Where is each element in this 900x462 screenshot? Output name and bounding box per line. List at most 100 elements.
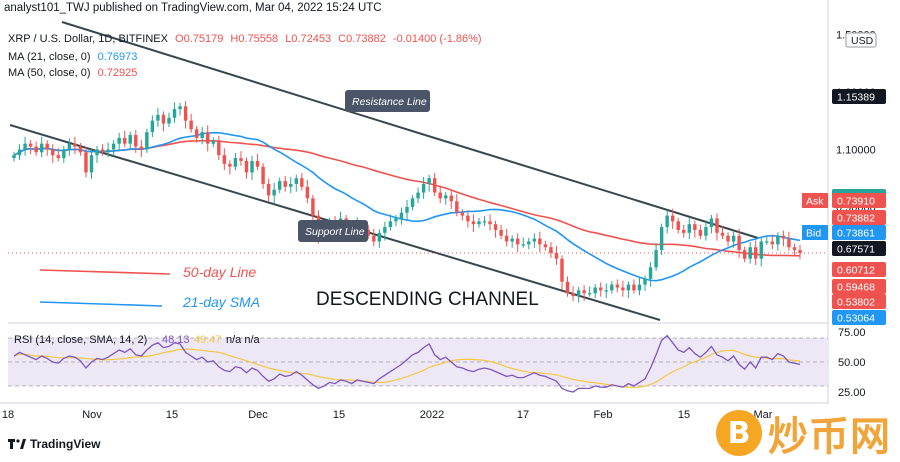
candle-body bbox=[89, 155, 94, 173]
candle-body bbox=[737, 235, 741, 251]
candle-body bbox=[731, 235, 736, 242]
candle-body bbox=[571, 293, 575, 297]
price-tag-label-box bbox=[802, 193, 828, 208]
candle-body bbox=[17, 149, 22, 156]
symbol-legend: XRP / U.S. Dollar, 1D, BITFINEX O0.75179… bbox=[8, 33, 482, 45]
candle-body bbox=[687, 224, 692, 233]
candle-body bbox=[665, 215, 669, 228]
candle-body bbox=[183, 106, 188, 121]
price-tag-box bbox=[832, 89, 886, 104]
rsi-tick-label: 50.00 bbox=[838, 357, 866, 369]
candle-body bbox=[670, 215, 675, 222]
candle-body bbox=[759, 241, 763, 259]
candle-body bbox=[139, 146, 144, 150]
candle-body bbox=[515, 238, 520, 245]
candle-body bbox=[145, 132, 149, 150]
candle-body bbox=[410, 198, 415, 207]
candle-body bbox=[300, 178, 304, 187]
time-tick-label: 2022 bbox=[420, 409, 444, 421]
candle-body bbox=[283, 181, 287, 187]
candle-body bbox=[720, 232, 725, 236]
candle-body bbox=[12, 155, 16, 159]
candle-body bbox=[693, 224, 697, 230]
candle-body bbox=[748, 247, 752, 259]
resistance-line-right bbox=[424, 134, 759, 239]
candle-body bbox=[150, 120, 155, 133]
resistance-callout bbox=[345, 90, 430, 112]
candle-body bbox=[543, 244, 548, 248]
price-tag-value: 0.73882 bbox=[837, 213, 875, 225]
candle-body bbox=[100, 149, 105, 153]
price-tag-value: 0.73861 bbox=[837, 228, 875, 240]
currency-box bbox=[845, 32, 877, 48]
time-tick-label: Mar bbox=[754, 409, 773, 421]
candle-body bbox=[405, 206, 409, 213]
price-tag-value: 0.60712 bbox=[837, 265, 875, 277]
candle-body bbox=[67, 143, 72, 150]
price-tag-box bbox=[832, 294, 886, 309]
candle-body bbox=[432, 178, 437, 193]
ma21-label: MA (21, close, 0) bbox=[8, 51, 91, 63]
candle-body bbox=[122, 137, 127, 144]
candle-body bbox=[261, 166, 265, 184]
ohlc-high: H0.75558 bbox=[230, 33, 279, 45]
candle-body bbox=[294, 178, 299, 184]
candle-body bbox=[233, 158, 238, 167]
candle-body bbox=[565, 281, 570, 294]
time-tick-label: 15 bbox=[166, 409, 178, 421]
candle-body bbox=[576, 290, 581, 297]
tradingview-label: TradingView bbox=[30, 437, 101, 451]
candle-body bbox=[200, 132, 204, 138]
candle-body bbox=[73, 143, 77, 147]
resistance-label: Resistance Line bbox=[352, 96, 427, 108]
candle-body bbox=[134, 135, 138, 147]
candle-body bbox=[372, 235, 376, 242]
ohlc-close: C0.73882 bbox=[338, 33, 386, 45]
candle-body bbox=[277, 181, 282, 190]
legend21-label: 21-day SMA bbox=[182, 294, 260, 310]
candle-body bbox=[39, 143, 44, 153]
price-tag-value: 0.53064 bbox=[837, 313, 875, 325]
price-tag-box bbox=[832, 279, 886, 294]
rsi-value: 48.13 bbox=[162, 334, 190, 346]
channel-title: DESCENDING CHANNEL bbox=[316, 289, 539, 310]
candle-body bbox=[643, 278, 647, 285]
candle-body bbox=[742, 250, 747, 259]
price-tag-label-box bbox=[802, 225, 828, 240]
ma21-value: 0.76973 bbox=[97, 51, 138, 63]
candle-body bbox=[449, 195, 453, 202]
time-tick-label: 15 bbox=[678, 409, 690, 421]
price-tag-label: Ask bbox=[806, 196, 824, 208]
candle-body bbox=[726, 235, 730, 242]
support-label: Support Line bbox=[305, 226, 365, 238]
candle-body bbox=[228, 163, 232, 167]
candle-body bbox=[444, 195, 448, 199]
price-tag-label: Bid bbox=[806, 228, 821, 240]
candle-body bbox=[178, 106, 182, 110]
candle-body bbox=[593, 287, 597, 294]
candle-body bbox=[460, 212, 465, 216]
candle-body bbox=[416, 192, 420, 199]
candle-body bbox=[311, 198, 315, 216]
candle-body bbox=[715, 218, 719, 233]
candle-body bbox=[632, 284, 636, 291]
price-tag-value: 0.67571 bbox=[837, 244, 875, 256]
ma50-label: MA (50, close, 0) bbox=[8, 67, 91, 79]
support-callout bbox=[298, 220, 368, 242]
candle-body bbox=[510, 238, 514, 242]
candle-body bbox=[217, 140, 221, 156]
rsi-label: RSI (14, close, SMA, 14, 2) bbox=[14, 334, 147, 346]
tradingview-brand: TradingView bbox=[8, 437, 100, 451]
candle-body bbox=[399, 212, 404, 219]
candle-body bbox=[421, 183, 426, 193]
candle-body bbox=[84, 152, 88, 173]
ohlc-change: -0.01400 (-1.86%) bbox=[392, 33, 482, 45]
ma21-legend: MA (21, close, 0) 0.76973 bbox=[8, 51, 137, 63]
candle-body bbox=[482, 221, 487, 223]
legend50-label: 50-day Line bbox=[183, 264, 256, 280]
candle-body bbox=[438, 192, 442, 199]
candle-body bbox=[704, 227, 708, 236]
candle-body bbox=[161, 114, 166, 124]
time-tick-label: Nov bbox=[82, 409, 102, 421]
ohlc-open: O0.75179 bbox=[175, 33, 224, 45]
